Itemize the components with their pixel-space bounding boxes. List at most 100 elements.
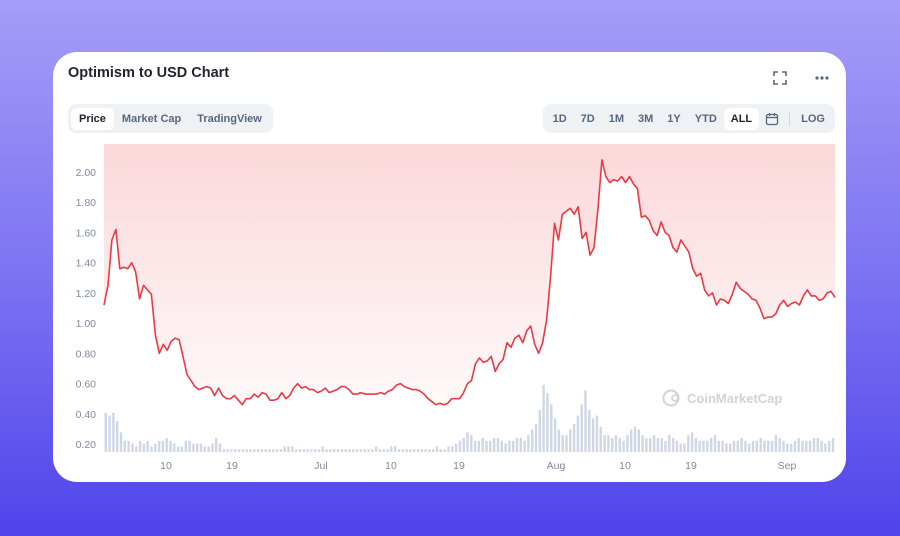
calendar-icon[interactable] [765, 112, 779, 126]
volume-bar [196, 443, 199, 452]
volume-bar [504, 443, 507, 452]
volume-bar [245, 449, 248, 452]
y-tick-label: 0.20 [76, 439, 97, 451]
volume-bar [458, 440, 462, 452]
volume-bar [542, 384, 545, 452]
volume-bar [447, 446, 450, 452]
volume-bar [595, 415, 599, 452]
volume-bar [135, 446, 138, 452]
volume-bar [272, 449, 275, 452]
volume-bar [165, 438, 168, 452]
volume-bar [588, 410, 591, 452]
volume-bar [161, 440, 165, 452]
volume-bar [683, 443, 686, 452]
volume-bar [188, 440, 191, 452]
volume-bar [416, 449, 420, 452]
volume-bar [744, 440, 747, 452]
volume-bar [470, 435, 473, 452]
volume-bar [157, 440, 161, 452]
x-tick-label: Jul [314, 460, 327, 472]
volume-bar [591, 418, 595, 452]
volume-bar [378, 449, 382, 452]
volume-bar [306, 449, 309, 452]
volume-bar [199, 443, 203, 452]
range-ytd[interactable]: YTD [694, 112, 717, 125]
volume-bar [710, 438, 713, 452]
volume-bar [774, 435, 778, 452]
volume-bar [649, 438, 652, 452]
volume-bar [668, 435, 671, 452]
volume-bar [176, 446, 180, 452]
price-line [103, 159, 836, 406]
volume-bar [371, 449, 374, 452]
tab-tradingview[interactable]: TradingView [197, 112, 262, 125]
range-1m[interactable]: 1M [608, 112, 625, 125]
volume-bar [831, 438, 835, 452]
volume-bar [249, 449, 252, 452]
y-tick-label: 1.60 [76, 227, 97, 239]
y-tick-label: 0.60 [76, 379, 97, 391]
range-1y[interactable]: 1Y [667, 112, 681, 125]
chart-card: Optimism to USD Chart Price Market Cap T… [53, 52, 846, 482]
range-divider [789, 111, 791, 126]
tab-price[interactable]: Price [71, 107, 114, 130]
range-3m[interactable]: 3M [638, 112, 654, 125]
volume-bar [611, 438, 614, 452]
volume-bar [675, 440, 679, 452]
volume-bar [340, 449, 344, 452]
volume-bar [538, 410, 541, 452]
volume-bar [736, 440, 739, 452]
volume-bar [569, 429, 572, 452]
volume-bar [302, 449, 305, 452]
volume-bar [317, 449, 321, 452]
volume-bar [314, 449, 317, 452]
volume-bar [793, 440, 797, 452]
volume-bar [729, 443, 732, 452]
volume-bar [123, 440, 126, 452]
volume-bar [359, 449, 363, 452]
price-chart: 0.20 0.40 0.60 0.80 1.00 1.20 1.40 1.60 1.80 2.00… [76, 144, 836, 472]
volume-bar [138, 440, 142, 452]
volume-bar [751, 440, 755, 452]
volume-bar [192, 443, 195, 452]
volume-bar [500, 440, 503, 452]
volume-bar [180, 446, 184, 452]
volume-bar [645, 438, 648, 452]
volume-bar [275, 449, 279, 452]
volume-bar [173, 443, 176, 452]
volume-bar [641, 435, 644, 452]
volume-bar [828, 440, 831, 452]
volume-bar [694, 438, 698, 452]
x-tick-label: 19 [685, 460, 697, 472]
volume-bar [786, 443, 789, 452]
fullscreen-icon[interactable] [772, 70, 788, 86]
range-all[interactable]: ALL [723, 107, 760, 130]
y-tick-label: 1.00 [76, 318, 97, 330]
log-toggle[interactable]: LOG [801, 112, 825, 125]
volume-bar [241, 449, 245, 452]
y-tick-label: 2.00 [76, 167, 97, 179]
more-icon[interactable] [814, 70, 830, 86]
volume-bar [557, 429, 561, 452]
volume-bar [732, 440, 736, 452]
volume-bar [671, 438, 675, 452]
volume-bar [401, 449, 404, 452]
volume-bar [473, 440, 477, 452]
volume-bars [104, 384, 835, 452]
range-7d[interactable]: 7D [580, 112, 595, 125]
volume-bar [253, 449, 256, 452]
volume-bar [679, 443, 682, 452]
x-tick-label: Sep [778, 460, 797, 472]
tab-market-cap[interactable]: Market Cap [121, 112, 182, 125]
y-axis-ticks: 0.20 0.40 0.60 0.80 1.00 1.20 1.40 1.60 1.80 2.00 [76, 167, 97, 451]
volume-bar [759, 438, 762, 452]
x-axis-ticks: 10 19 Jul 10 19 Aug 10 19 Sep [160, 460, 796, 472]
range-1d[interactable]: 1D [552, 112, 567, 125]
volume-bar [451, 446, 454, 452]
volume-bar [127, 440, 130, 452]
y-tick-label: 1.20 [76, 288, 97, 300]
volume-bar [512, 440, 515, 452]
volume-bar [565, 435, 568, 452]
volume-bar [234, 449, 237, 452]
volume-bar [519, 438, 522, 452]
